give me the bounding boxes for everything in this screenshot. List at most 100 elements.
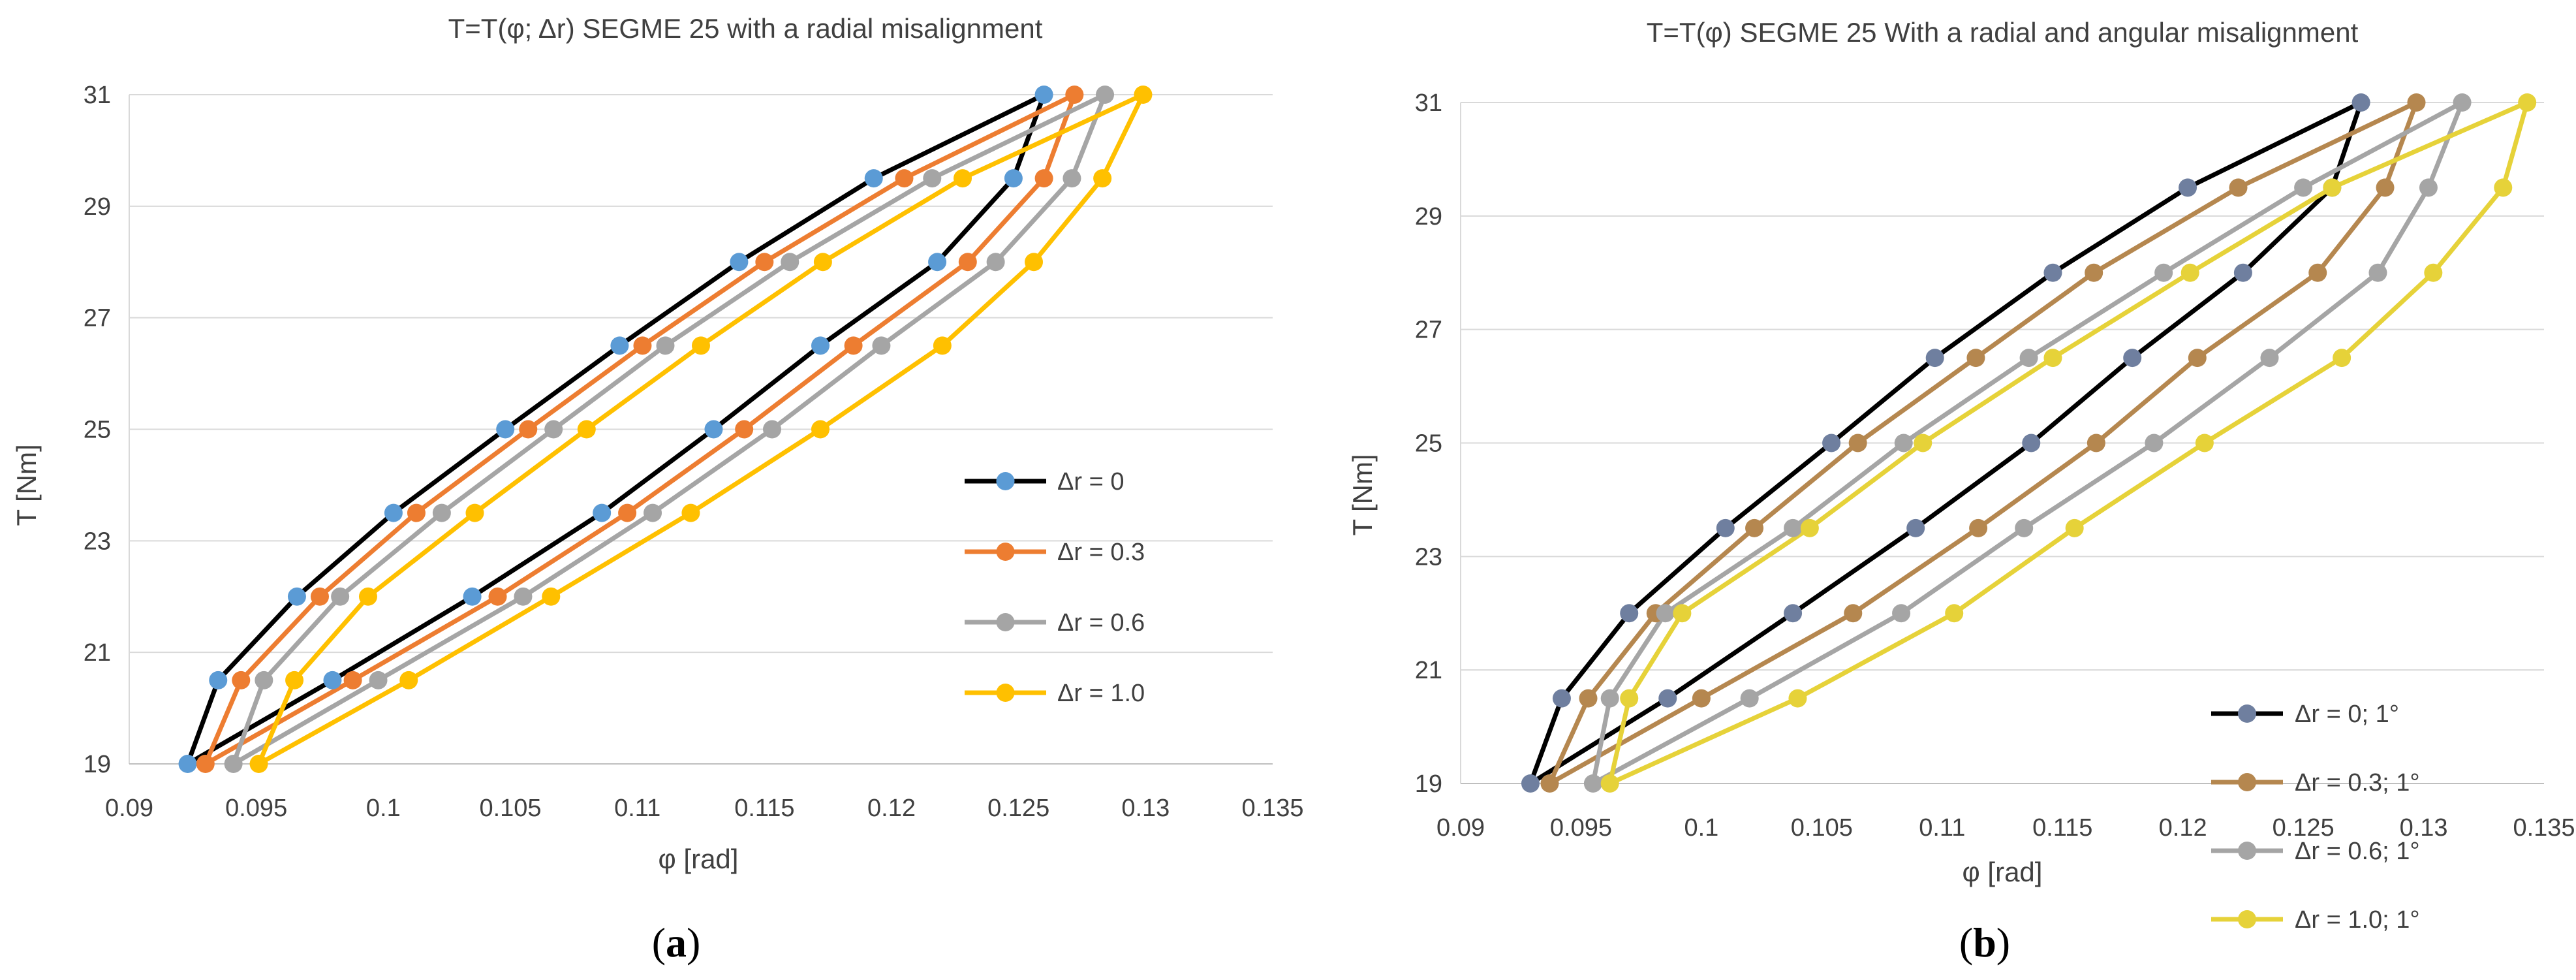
- chart-a-x-tick-label: 0.135: [1241, 795, 1303, 822]
- chart-b-y-tick-label: 27: [1415, 317, 1442, 344]
- chart-a-data-point: [331, 587, 350, 606]
- chart-b-data-point: [1579, 689, 1598, 708]
- chart-a-legend-swatch-marker: [996, 472, 1015, 490]
- chart-b-x-tick-label: 0.1: [1684, 814, 1718, 842]
- chart-a-data-point: [692, 336, 710, 355]
- chart-b-data-point: [1945, 604, 1964, 623]
- chart-a-data-point: [704, 420, 723, 439]
- chart-a-data-point: [384, 503, 403, 522]
- chart-a-data-point: [755, 253, 774, 272]
- chart-b-x-tick-label: 0.12: [2159, 814, 2207, 842]
- chart-panel-b: T=T(φ) SEGME 25 With a radial and angula…: [1347, 17, 2575, 966]
- chart-a-data-point: [209, 671, 228, 689]
- chart-a-data-point: [255, 671, 273, 689]
- chart-panel-a: T=T(φ; Δr) SEGME 25 with a radial misali…: [11, 13, 1304, 966]
- chart-b-series-markers: [1521, 93, 2537, 793]
- chart-a-data-point: [958, 253, 977, 272]
- chart-b-legend-swatch-marker: [2238, 910, 2256, 928]
- chart-a-data-point: [763, 420, 782, 439]
- chart-a-data-point: [323, 671, 342, 689]
- chart-a-data-point: [178, 755, 197, 773]
- chart-a-data-point: [730, 253, 749, 272]
- chart-b-data-point: [2419, 178, 2438, 197]
- chart-b-data-point: [2154, 263, 2173, 282]
- chart-b-data-point: [2179, 178, 2197, 197]
- chart-a-y-tick-label: 25: [84, 417, 111, 444]
- chart-b-data-point: [1540, 774, 1559, 793]
- chart-b-data-point: [2333, 349, 2351, 368]
- chart-a-data-point: [813, 253, 832, 272]
- chart-b-y-ticks: 19 21 23 25 27 29 31: [1415, 89, 1442, 798]
- chart-b-x-tick-label: 0.105: [1791, 814, 1853, 842]
- chart-b-data-point: [1620, 689, 1639, 708]
- chart-b-data-point: [1583, 774, 1602, 793]
- chart-b-legend-label: Δr = 0; 1°: [2295, 701, 2399, 728]
- chart-a-data-point: [1093, 169, 1112, 188]
- chart-b-x-tick-label: 0.095: [1550, 814, 1612, 842]
- chart-b-data-point: [2351, 93, 2370, 112]
- chart-b-data-point: [2085, 263, 2103, 282]
- chart-b-data-point: [2043, 263, 2062, 282]
- chart-a-legend-label: Δr = 0.3: [1057, 539, 1145, 566]
- chart-b-data-point: [1745, 518, 1764, 537]
- chart-b-data-point: [2518, 93, 2537, 112]
- chart-b-data-point: [2015, 518, 2034, 537]
- chart-b-data-point: [2123, 349, 2142, 368]
- chart-b-legend-swatch-marker: [2238, 842, 2256, 860]
- chart-b-data-point: [2494, 178, 2513, 197]
- chart-b-y-tick-label: 29: [1415, 203, 1442, 230]
- chart-b-data-point: [2087, 434, 2105, 452]
- chart-a-data-point: [544, 420, 563, 439]
- chart-a-legend-label: Δr = 1.0: [1057, 680, 1145, 707]
- chart-b-data-point: [2065, 518, 2084, 537]
- chart-b-data-point: [2407, 93, 2426, 112]
- chart-a-data-point: [644, 503, 662, 522]
- chart-a-series-markers: [178, 86, 1153, 773]
- chart-b-data-point: [2424, 263, 2443, 282]
- chart-a-data-point: [895, 169, 914, 188]
- chart-a-data-point: [232, 671, 251, 689]
- chart-a-y-tick-label: 19: [84, 751, 111, 778]
- chart-b-data-point: [2195, 434, 2214, 452]
- chart-b-data-point: [1848, 434, 1867, 452]
- chart-a-data-point: [811, 336, 830, 355]
- chart-b-data-point: [1925, 349, 1944, 368]
- chart-a-data-point: [1025, 253, 1044, 272]
- chart-a-legend-swatch-marker: [996, 684, 1015, 702]
- chart-a-x-tick-label: 0.105: [479, 795, 541, 822]
- chart-a-x-tick-label: 0.095: [225, 795, 287, 822]
- chart-a-data-point: [864, 169, 883, 188]
- chart-a-axes: [129, 95, 1273, 765]
- chart-a-data-point: [618, 503, 637, 522]
- chart-a-x-tick-label: 0.12: [867, 795, 916, 822]
- chart-b-data-point: [2188, 349, 2207, 368]
- chart-b-data-point: [2453, 93, 2472, 112]
- chart-b-y-tick-label: 19: [1415, 770, 1442, 798]
- chart-b-data-point: [2308, 263, 2327, 282]
- chart-b-data-point: [2233, 263, 2252, 282]
- chart-b-data-point: [2180, 263, 2199, 282]
- chart-a-y-ticks: 19 21 23 25 27 29 31: [84, 82, 111, 778]
- chart-a-data-point: [735, 420, 754, 439]
- chart-b-legend: Δr = 0; 1° Δr = 0.3; 1° Δr = 0.6; 1° Δr = 1…: [2211, 701, 2420, 934]
- chart-b-data-point: [1906, 518, 1925, 537]
- chart-a-legend-label: Δr = 0: [1057, 468, 1124, 496]
- chart-b-y-tick-label: 25: [1415, 430, 1442, 458]
- chart-a-x-tick-label: 0.13: [1121, 795, 1170, 822]
- chart-a-data-point: [811, 420, 830, 439]
- chart-b-y-tick-label: 31: [1415, 89, 1442, 117]
- chart-b-axes: [1460, 103, 2544, 784]
- chart-a-data-point: [610, 336, 629, 355]
- chart-b-data-point: [1740, 689, 1759, 708]
- chart-b-data-point: [1788, 689, 1807, 708]
- chart-a-data-point: [496, 420, 515, 439]
- chart-a-data-point: [463, 587, 482, 606]
- chart-b-data-point: [1673, 604, 1692, 623]
- chart-a-x-tick-label: 0.09: [105, 795, 153, 822]
- chart-a-y-tick-label: 31: [84, 82, 111, 109]
- chart-b-y-axis-label: T [Nm]: [1347, 454, 1378, 535]
- chart-a-data-point: [407, 503, 426, 522]
- chart-a-data-point: [986, 253, 1005, 272]
- chart-a-legend-swatch-marker: [996, 613, 1015, 631]
- chart-a-data-point: [514, 587, 533, 606]
